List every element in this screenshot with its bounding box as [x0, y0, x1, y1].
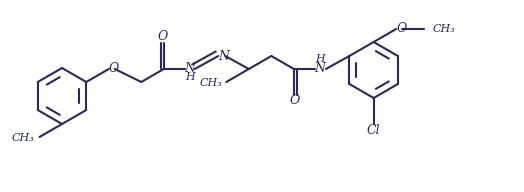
Text: N: N	[184, 61, 195, 74]
Text: O: O	[396, 22, 406, 36]
Text: H: H	[315, 54, 325, 64]
Text: O: O	[108, 63, 119, 75]
Text: O: O	[290, 94, 300, 108]
Text: CH₃: CH₃	[12, 133, 35, 143]
Text: CH₃: CH₃	[200, 78, 222, 88]
Text: H: H	[185, 72, 195, 82]
Text: CH₃: CH₃	[432, 24, 455, 34]
Text: Cl: Cl	[367, 124, 380, 137]
Text: O: O	[158, 31, 168, 44]
Text: N: N	[314, 61, 325, 74]
Text: N: N	[218, 50, 229, 63]
